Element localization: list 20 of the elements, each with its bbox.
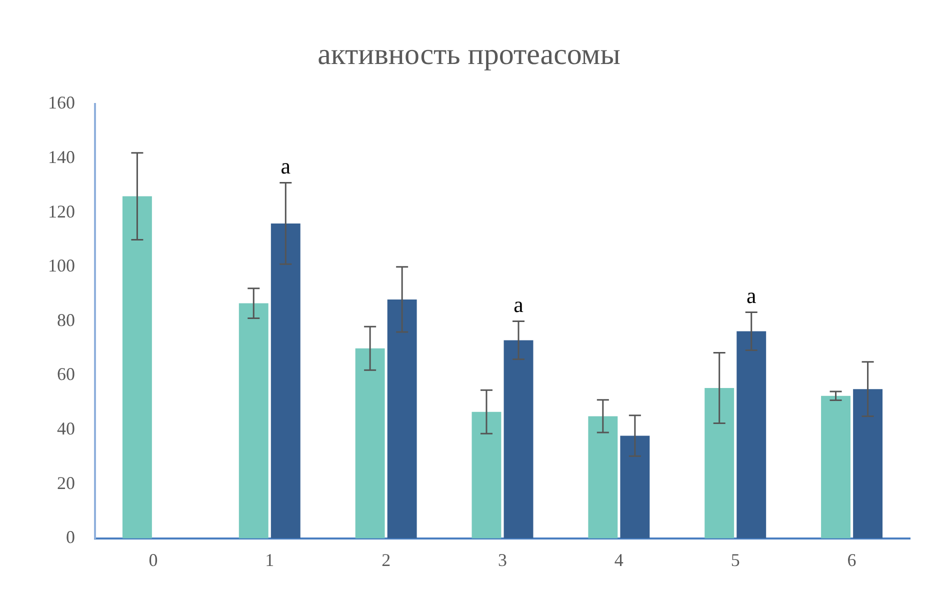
y-tick-label: 20 (57, 472, 75, 493)
y-tick-label: 140 (48, 147, 75, 168)
x-tick-label: 5 (730, 550, 740, 570)
annotation: a (280, 154, 291, 179)
x-tick-label: 4 (614, 550, 624, 570)
y-tick-label: 100 (48, 256, 75, 276)
annotation: a (746, 283, 756, 308)
y-tick-label: 0 (66, 527, 75, 548)
y-tick-label: 160 (48, 92, 75, 113)
y-tick-label: 120 (48, 201, 75, 222)
y-tick-label: 60 (57, 364, 75, 384)
x-tick-label: 3 (498, 550, 507, 570)
chart-title: активность протеасомы (318, 38, 620, 71)
x-tick-label: 6 (847, 550, 856, 570)
y-tick-label: 40 (57, 418, 75, 439)
annotation: a (514, 292, 524, 317)
y-tick-label: 80 (57, 310, 75, 330)
x-tick-label: 2 (382, 550, 391, 570)
x-tick-label: 1 (265, 550, 274, 570)
x-tick-label: 0 (148, 550, 158, 570)
